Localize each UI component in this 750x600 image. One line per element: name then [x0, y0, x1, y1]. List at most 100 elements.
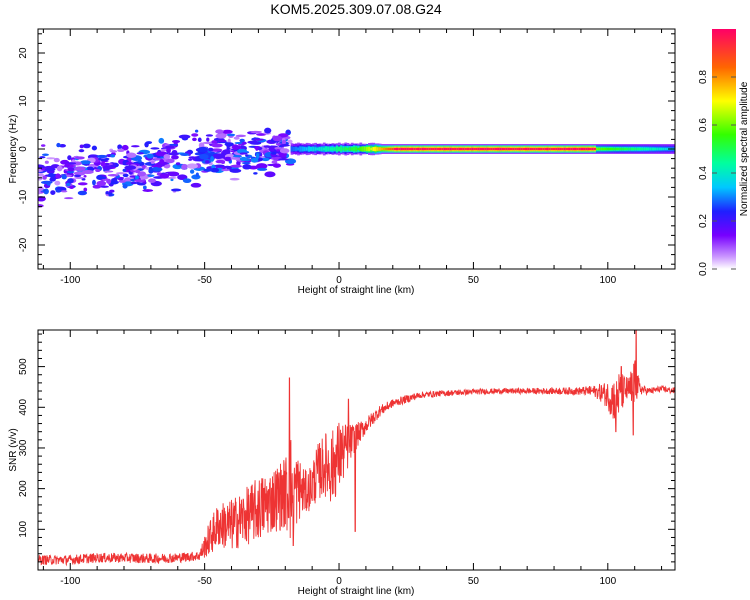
- spectrogram-patch: [177, 174, 188, 181]
- spectrogram-band: [299, 146, 303, 152]
- spectrogram-patch: [83, 174, 87, 178]
- y-tick-label: 300: [18, 439, 29, 456]
- spectrogram-patch: [105, 191, 109, 195]
- spectrogram-patch: [147, 174, 155, 177]
- spectrogram-patch: [167, 152, 180, 156]
- spectrogram-band: [621, 147, 625, 151]
- spectrogram-band: [445, 147, 449, 151]
- spectrogram-patch: [100, 161, 106, 167]
- spectrogram-band: [342, 147, 346, 151]
- spectrogram-patch: [163, 154, 171, 160]
- spectrogram-patch: [88, 154, 99, 157]
- spectrogram-band: [380, 147, 384, 151]
- spectrogram-band: [522, 147, 526, 151]
- spectrogram-band: [638, 147, 642, 151]
- colorbar: 0.0 0.2 0.4 0.6 0.8 Normalized spectral ampl…: [698, 29, 750, 276]
- spectrogram-patch: [61, 174, 67, 180]
- spectrogram-patch: [222, 129, 233, 134]
- snr-ylabel: SNR (v/v): [8, 428, 19, 471]
- spectrogram-band: [471, 147, 475, 151]
- spectrogram-band: [557, 147, 561, 151]
- spectrogram-band: [355, 146, 358, 152]
- spectrogram-band: [393, 147, 397, 151]
- y-tick-label: 200: [18, 480, 29, 497]
- spectrogram-patch: [41, 153, 49, 157]
- spectrogram-patch: [212, 153, 225, 159]
- spectrogram-patch: [73, 174, 82, 178]
- spectrogram-band: [350, 147, 354, 151]
- spectrogram-band: [443, 147, 447, 151]
- spectrogram-band: [428, 147, 432, 151]
- spectrogram-band: [365, 146, 369, 152]
- spectrogram-band: [316, 147, 320, 151]
- spectrogram-patch: [167, 171, 180, 177]
- spectrogram-patch: [170, 188, 182, 192]
- spectrogram-band: [423, 147, 427, 151]
- spectrogram-band: [303, 146, 307, 152]
- spectrogram-band: [499, 147, 502, 151]
- spectrogram-band: [320, 147, 324, 151]
- y-tick-label: -10: [18, 189, 29, 204]
- y-tick-label: 20: [18, 47, 29, 59]
- spectrogram-patch: [117, 149, 125, 152]
- spectrogram-band: [436, 147, 440, 151]
- spectrogram-patch: [197, 137, 202, 143]
- spectrogram-patch: [97, 157, 110, 161]
- spectrogram-patch: [171, 139, 181, 144]
- spectrogram-band: [505, 147, 509, 151]
- spectrogram-band: [611, 147, 614, 151]
- spectrogram-patch: [281, 139, 287, 145]
- spectrogram-band: [606, 147, 610, 151]
- spectrogram-band: [512, 147, 515, 151]
- spectrogram-patch: [206, 137, 210, 142]
- spectrogram-patch: [215, 133, 227, 139]
- spectrogram-band: [466, 147, 470, 151]
- spectrogram-patch: [159, 159, 165, 164]
- spectrogram-patch: [255, 146, 259, 151]
- spectrogram-patch: [69, 185, 75, 189]
- colorbar-ticks: 0.0 0.2 0.4 0.6 0.8: [698, 70, 736, 276]
- spectrogram-patch: [192, 137, 197, 142]
- snr-panel: -100 -50 0 50 100 100 200 300 400 500 Height of s…: [8, 329, 676, 597]
- spectrogram-patch: [241, 161, 251, 165]
- spectrogram-patch: [54, 180, 61, 186]
- spectrogram-patch: [234, 141, 243, 145]
- spectrogram-patch: [148, 168, 154, 174]
- spectrogram-band: [518, 147, 522, 151]
- spectrogram-band: [486, 147, 490, 151]
- spectrogram-patch: [245, 154, 249, 157]
- spectrogram-band: [645, 147, 649, 151]
- spectrogram-patch: [49, 177, 56, 182]
- spectrogram-patch: [53, 157, 60, 163]
- spectrogram-band: [357, 147, 361, 151]
- spectrogram-patch: [159, 173, 170, 179]
- spectrogram-patch: [56, 165, 63, 172]
- spectrogram-xlabel: Height of straight line (km): [298, 285, 415, 296]
- spectrogram-band: [488, 147, 492, 151]
- spectrogram-patch: [181, 163, 188, 170]
- spectrogram-band: [602, 147, 606, 151]
- spectrogram-patch: [92, 179, 96, 186]
- spectrogram-band: [430, 147, 434, 151]
- spectrogram-patch: [256, 133, 267, 136]
- spectrogram-patch: [235, 134, 247, 138]
- snr-marks: [38, 330, 675, 567]
- spectrogram-band: [570, 147, 573, 151]
- spectrogram-band: [329, 147, 333, 151]
- spectrogram-band: [432, 147, 436, 151]
- spectrogram-patch: [122, 184, 128, 189]
- spectrogram-patch: [40, 180, 53, 185]
- snr-frame: [37, 329, 676, 571]
- spectrogram-patch: [188, 158, 193, 161]
- spectrogram-band: [535, 147, 539, 151]
- spectrogram-patch: [234, 145, 242, 150]
- spectrogram-band: [484, 147, 487, 151]
- spectrogram-patch: [38, 189, 41, 195]
- spectrogram-band: [619, 147, 623, 151]
- spectrogram-band: [632, 147, 636, 151]
- spectrogram-patch: [203, 168, 213, 172]
- spectrogram-band: [533, 147, 537, 151]
- spectrogram-patch: [124, 165, 137, 170]
- spectrogram-patch: [287, 139, 293, 144]
